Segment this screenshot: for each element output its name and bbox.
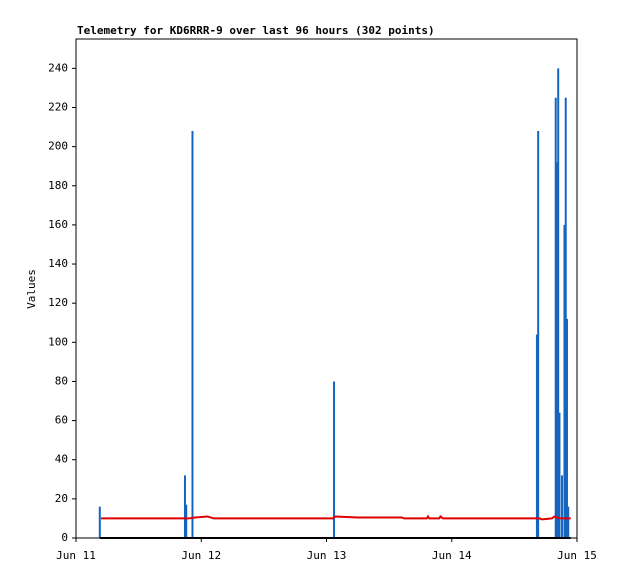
y-tick-label: 120	[48, 296, 68, 309]
series-line	[101, 514, 571, 521]
y-tick-label: 220	[48, 100, 68, 113]
y-tick-label: 0	[61, 531, 68, 544]
x-tick-label: Jun 15	[557, 549, 597, 562]
y-tick-label: 80	[55, 374, 68, 387]
x-tick-label: Jun 11	[56, 549, 96, 562]
x-tick-label: Jun 14	[432, 549, 472, 562]
y-axis-label: Values	[25, 269, 38, 309]
y-tick-label: 60	[55, 414, 68, 427]
x-tick-label: Jun 12	[181, 549, 221, 562]
y-tick-label: 140	[48, 257, 68, 270]
y-tick-label: 180	[48, 179, 68, 192]
y-tick-label: 240	[48, 61, 68, 74]
y-tick-label: 40	[55, 453, 68, 466]
y-tick-label: 20	[55, 492, 68, 505]
y-tick-label: 100	[48, 335, 68, 348]
y-tick-label: 200	[48, 140, 68, 153]
y-tick-label: 160	[48, 218, 68, 231]
x-tick-label: Jun 13	[307, 549, 347, 562]
chart-title: Telemetry for KD6RRR-9 over last 96 hour…	[77, 24, 435, 37]
